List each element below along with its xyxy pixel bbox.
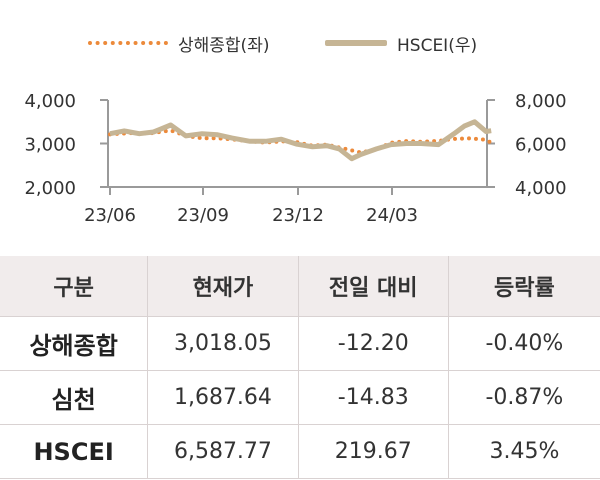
row-change: -12.20 <box>298 316 449 371</box>
chart-legend: 상해종합(좌) HSCEI(우) <box>0 28 600 58</box>
legend-line-swatch <box>325 40 387 46</box>
y-right-tick-label: 6,000 <box>515 135 567 156</box>
x-tick-label: 23/12 <box>272 205 324 226</box>
table-row: 상해종합 3,018.05 -12.20 -0.40% <box>0 316 600 371</box>
table-row: 심천 1,687.64 -14.83 -0.87% <box>0 370 600 425</box>
header-category: 구분 <box>0 256 149 317</box>
y-left-tick-label: 3,000 <box>24 135 76 156</box>
legend-item-hscei: HSCEI(우) <box>325 28 477 58</box>
row-rate: -0.87% <box>485 385 564 410</box>
row-change: 219.67 <box>298 424 449 479</box>
y-right-tick-label: 8,000 <box>515 91 567 112</box>
row-price: 3,018.05 <box>147 316 299 371</box>
row-rate: 3.45% <box>489 439 560 464</box>
index-chart: 상해종합(좌) HSCEI(우) 4,000 3,000 2,000 8,000 6,0… <box>0 28 600 227</box>
header-price: 현재가 <box>147 256 299 317</box>
legend-label-shanghai: 상해종합(좌) <box>178 35 270 56</box>
row-name: 상해종합 <box>0 316 149 371</box>
header-change: 전일 대비 <box>298 256 449 317</box>
row-price: 1,687.64 <box>147 370 299 425</box>
index-table: 구분 현재가 전일 대비 등락률 상해종합 3,018.05 -12.20 -0… <box>0 256 600 479</box>
row-name: 심천 <box>0 370 149 425</box>
x-tick-label: 23/06 <box>84 205 136 226</box>
row-name: HSCEI <box>0 424 149 479</box>
table-row: HSCEI 6,587.77 219.67 3.45% <box>0 424 600 479</box>
y-left-tick-label: 2,000 <box>24 178 76 199</box>
row-rate: -0.40% <box>485 331 564 356</box>
chart-plot: 4,000 3,000 2,000 8,000 6,000 4,000 23/06 23/09… <box>24 91 567 226</box>
y-left-tick-label: 4,000 <box>24 91 76 112</box>
legend-dotted-swatch <box>88 41 168 45</box>
legend-label-hscei: HSCEI(우) <box>397 35 478 56</box>
header-rate: 등락률 <box>448 256 600 317</box>
row-price: 6,587.77 <box>147 424 299 479</box>
legend-item-shanghai: 상해종합(좌) <box>88 28 269 58</box>
x-tick-label: 23/09 <box>177 205 229 226</box>
series-line-shanghai <box>108 128 494 155</box>
series-line-hscei <box>109 119 492 162</box>
table-header-row: 구분 현재가 전일 대비 등락률 <box>0 256 600 317</box>
x-tick-label: 24/03 <box>366 205 418 226</box>
row-change: -14.83 <box>298 370 449 425</box>
y-right-tick-label: 4,000 <box>515 178 567 199</box>
